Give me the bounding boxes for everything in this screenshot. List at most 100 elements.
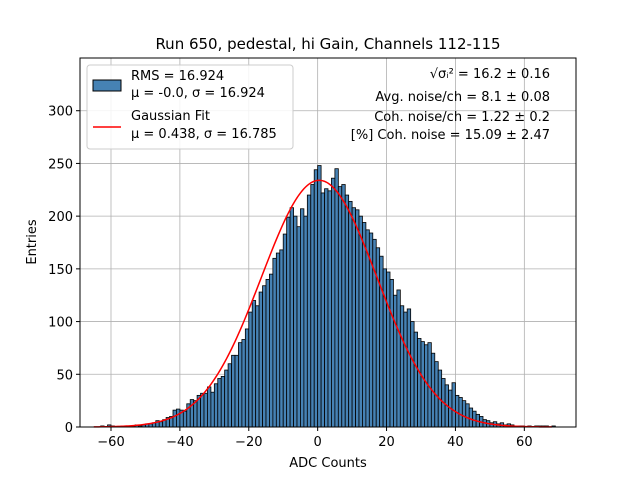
annotation-avg-noise: Avg. noise/ch = 8.1 ± 0.08 bbox=[375, 90, 550, 105]
histogram-bar bbox=[289, 207, 294, 428]
legend-fit-line1: Gaussian Fit bbox=[131, 109, 210, 124]
histogram-bar bbox=[258, 291, 263, 428]
histogram-bar bbox=[331, 177, 336, 428]
histogram-bar bbox=[341, 184, 346, 428]
y-tick-label: 50 bbox=[56, 368, 73, 383]
histogram-bar bbox=[296, 226, 301, 428]
histogram-bar bbox=[203, 392, 208, 428]
histogram-bar bbox=[193, 400, 198, 428]
histogram-bar bbox=[213, 383, 219, 428]
histogram-bar bbox=[313, 169, 319, 428]
histogram-bar bbox=[220, 375, 226, 428]
x-tick-label: 0 bbox=[314, 435, 322, 450]
histogram-bar bbox=[158, 421, 164, 428]
histogram-bar bbox=[244, 328, 250, 428]
x-tick-label: 40 bbox=[447, 435, 464, 450]
histogram-bar bbox=[234, 354, 239, 428]
histogram-bar bbox=[472, 410, 477, 428]
histogram-bar bbox=[451, 382, 456, 428]
histogram-bar bbox=[403, 311, 408, 428]
gaussian-fit-curve bbox=[93, 179, 552, 428]
histogram-bar bbox=[300, 208, 305, 428]
histogram-bar bbox=[365, 229, 370, 428]
legend-histogram-line1: RMS = 16.924 bbox=[131, 69, 224, 84]
y-axis-ticks: 0 50 100 150 200 250 300 bbox=[48, 105, 80, 436]
histogram-bar bbox=[275, 252, 281, 428]
histogram-bar bbox=[217, 378, 222, 428]
chart-title: Run 650, pedestal, hi Gain, Channels 112… bbox=[155, 35, 500, 53]
histogram-bar bbox=[465, 403, 470, 428]
legend-box bbox=[86, 64, 294, 150]
histogram-bar bbox=[224, 369, 229, 428]
histogram-bar bbox=[320, 192, 325, 428]
histogram-bar bbox=[286, 216, 291, 428]
annotation-sigma: √σᵢ² = 16.2 ± 0.16 bbox=[430, 67, 550, 82]
histogram-bar bbox=[344, 194, 350, 428]
histogram-bar bbox=[272, 257, 277, 428]
histogram-bar bbox=[172, 409, 177, 428]
histogram-bar bbox=[355, 209, 360, 428]
legend: RMS = 16.924 μ = -0.0, σ = 16.924 Gaussi… bbox=[86, 64, 294, 150]
histogram-bar bbox=[379, 255, 384, 428]
histogram-bar bbox=[362, 222, 367, 428]
legend-swatch-histogram bbox=[92, 79, 122, 92]
histogram-bar bbox=[262, 285, 267, 428]
histogram-bar bbox=[410, 321, 415, 428]
x-tick-label: 60 bbox=[516, 435, 533, 450]
histogram-bar bbox=[348, 200, 353, 428]
histogram-bar bbox=[358, 215, 363, 428]
histogram-bar bbox=[265, 278, 270, 428]
histogram-bar bbox=[396, 289, 401, 428]
histogram-bar bbox=[200, 392, 205, 428]
histogram-bar bbox=[461, 400, 467, 428]
histogram-bar bbox=[420, 341, 425, 428]
histogram-bar bbox=[399, 305, 405, 428]
histogram-bar bbox=[248, 311, 253, 428]
histogram-bar bbox=[255, 305, 260, 428]
histogram-bar bbox=[351, 207, 356, 428]
histogram-bar bbox=[269, 273, 274, 428]
histogram-bar bbox=[393, 294, 398, 428]
histogram-bar bbox=[231, 354, 236, 428]
x-axis-label: ADC Counts bbox=[289, 456, 367, 471]
histogram-bar bbox=[241, 339, 246, 428]
y-tick-label: 100 bbox=[48, 316, 73, 331]
histogram-bar bbox=[310, 184, 315, 428]
histogram-bar bbox=[413, 331, 418, 428]
histogram-bar bbox=[238, 342, 243, 428]
histogram-bar bbox=[324, 188, 329, 428]
y-tick-label: 300 bbox=[48, 105, 73, 120]
plot-frame bbox=[79, 57, 577, 428]
histogram-bar bbox=[317, 165, 322, 428]
histogram-bar bbox=[406, 308, 412, 428]
histogram-bar bbox=[468, 407, 474, 428]
histogram-bar bbox=[389, 278, 394, 428]
histogram-bar bbox=[251, 300, 257, 428]
y-tick-label: 250 bbox=[48, 157, 73, 172]
x-tick-label: −20 bbox=[235, 435, 262, 450]
histogram-bar bbox=[182, 410, 188, 428]
histogram-bar bbox=[337, 186, 343, 428]
x-tick-label: −40 bbox=[166, 435, 193, 450]
noise-annotations: √σᵢ² = 16.2 ± 0.16 Avg. noise/ch = 8.1 ±… bbox=[351, 67, 550, 143]
legend-histogram-line2: μ = -0.0, σ = 16.924 bbox=[131, 86, 265, 101]
histogram-bar bbox=[293, 215, 298, 428]
histogram-bar bbox=[386, 271, 391, 428]
x-tick-label: −60 bbox=[97, 435, 124, 450]
histogram-bar bbox=[279, 249, 284, 428]
histogram-bar bbox=[176, 408, 181, 428]
x-tick-label: 20 bbox=[378, 435, 395, 450]
histogram-bar bbox=[210, 391, 215, 428]
histogram-bar bbox=[334, 168, 339, 428]
y-tick-label: 0 bbox=[65, 421, 73, 436]
histogram-bar bbox=[327, 190, 332, 428]
histogram-bar bbox=[417, 338, 422, 428]
y-tick-label: 150 bbox=[48, 263, 73, 278]
histogram-bar bbox=[306, 194, 312, 428]
histogram-bar bbox=[458, 397, 463, 428]
histogram-bar bbox=[282, 233, 288, 428]
annotation-coh-pct: [%] Coh. noise = 15.09 ± 2.47 bbox=[351, 128, 550, 143]
legend-fit-line2: μ = 0.438, σ = 16.785 bbox=[131, 127, 277, 142]
histogram-bar bbox=[207, 386, 212, 428]
